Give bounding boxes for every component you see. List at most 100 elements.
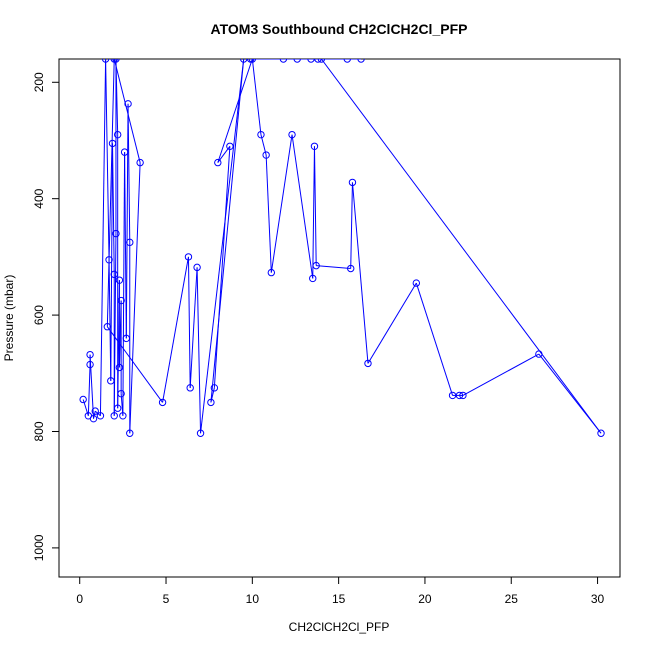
x-tick-label: 15 [332,592,346,606]
data-point [108,139,117,148]
series-segment [127,103,131,243]
series-segment [270,134,293,273]
data-point [96,412,105,420]
series-segment [210,387,215,403]
series-segment [93,411,96,419]
series-segment [313,146,317,266]
data-point [112,229,120,238]
y-tick-label: 600 [32,305,46,325]
data-point [288,130,296,139]
data-point [186,384,194,392]
data-point [110,59,118,63]
data-point [196,429,205,437]
data-point [357,59,365,63]
data-point [412,279,421,287]
data-point [226,142,234,151]
data-point [126,429,134,437]
data-point [91,407,99,415]
data-point [117,389,125,398]
series-segment [87,364,91,416]
data-point [262,151,270,159]
data-point [239,59,248,63]
series-segment [312,146,315,279]
series-markers [79,59,605,437]
series-segment [113,59,141,163]
data-point [314,59,322,63]
y-axis-label: Pressure (mbar) [2,275,16,362]
series-segment [320,59,602,434]
chart-title: ATOM3 Southbound CH2ClCH2Cl_PFP [211,21,468,37]
series-segment [415,282,454,396]
data-point [115,276,124,284]
data-point [107,377,115,385]
data-point [307,59,315,63]
series-segment [122,152,126,416]
data-point [113,130,122,139]
series-segment [105,59,110,260]
data-point [343,59,351,63]
series-segment [351,182,369,364]
series-segment [217,59,253,163]
data-point [207,398,215,407]
data-point [364,359,372,368]
series-segment [316,265,351,270]
y-tick-label: 400 [32,188,46,208]
data-point [120,148,129,156]
data-point [110,412,118,420]
series-segment [124,152,127,339]
data-point [193,263,201,272]
series-segment [89,354,95,419]
data-point [126,238,134,247]
series-segment [129,162,141,434]
data-point [267,268,276,277]
data-point [257,130,265,139]
plot-frame [58,58,621,578]
data-point [348,178,357,187]
data-point [535,350,543,358]
data-point [89,414,98,423]
series-segment [210,59,245,403]
data-point [105,256,113,264]
data-point [317,59,326,63]
series-segment [106,326,163,403]
data-point [312,261,320,270]
data-point [347,264,355,273]
data-point [210,384,219,392]
data-point [122,334,131,343]
x-tick-label: 5 [163,592,170,606]
data-point [136,158,144,167]
series-segment [350,182,353,269]
y-axis: 200 400 600 800 1000 [32,72,60,561]
data-point [103,323,112,331]
series-segment [115,59,119,135]
y-tick-label: 200 [32,72,46,92]
data-point [293,59,301,63]
data-point [117,296,125,305]
x-tick-label: 0 [76,592,83,606]
series-segment [367,282,417,364]
series-segment [200,59,245,434]
data-point [214,158,222,167]
data-point [115,363,124,372]
data-point [110,270,118,279]
series-segment [265,155,272,273]
x-tick-label: 30 [591,592,605,606]
x-tick-label: 25 [505,592,519,606]
data-point [158,398,167,407]
series-segment [99,59,107,416]
data-point [459,391,467,400]
x-axis-label: CH2ClCH2Cl_PFP [289,620,390,634]
series-segment [251,59,262,135]
series-segment [213,146,231,388]
data-point [448,391,457,400]
data-point [309,274,317,283]
data-point [597,429,605,437]
data-point [124,100,132,108]
series-segment [196,267,202,434]
data-point [79,395,87,404]
data-point [86,350,94,359]
series-segment [112,143,115,275]
data-point [119,412,127,420]
data-point [310,142,319,151]
